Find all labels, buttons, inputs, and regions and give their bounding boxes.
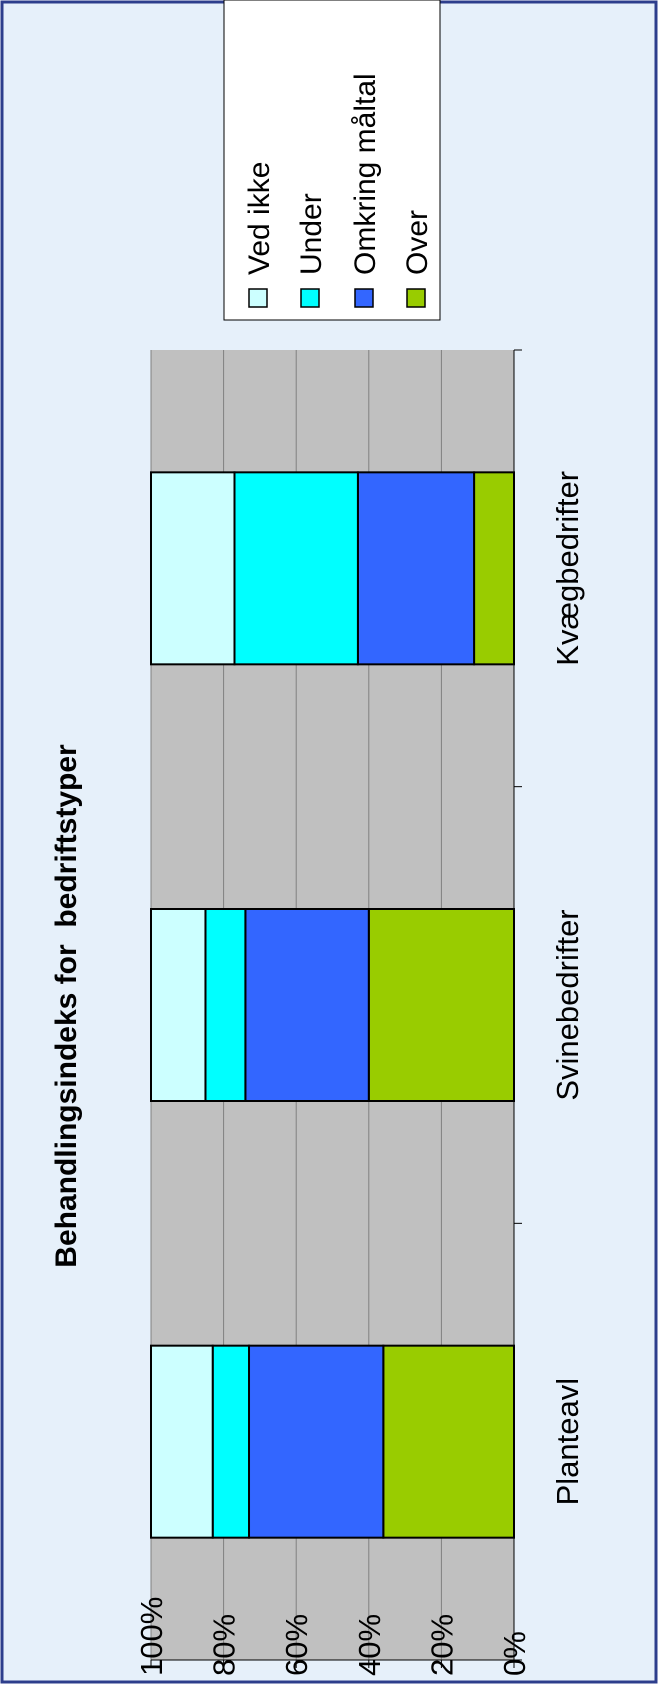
value-tick-label: 100%	[134, 1597, 169, 1676]
bar-segment	[204, 908, 247, 1102]
category-label: Kvægbedrifter	[550, 471, 585, 666]
legend-swatch	[248, 288, 268, 308]
value-tick-label: 80%	[207, 1614, 242, 1676]
bar-segment	[244, 908, 370, 1102]
bar-segment	[248, 1344, 385, 1539]
bar-segment	[150, 471, 236, 666]
bar-segment	[356, 471, 476, 666]
legend-label: Over	[401, 210, 434, 275]
bar-segment	[233, 471, 359, 666]
legend-label: Under	[295, 193, 328, 275]
legend-swatch	[354, 288, 374, 308]
value-tick-label: 0%	[497, 1631, 532, 1676]
bar-layer	[150, 471, 516, 1539]
value-tick-label: 60%	[279, 1614, 314, 1676]
legend-swatch	[406, 288, 426, 308]
label-layer: 0% 20% 40% 60% 80% 100% Planteavl Svinebedrifte…	[50, 471, 585, 1676]
bar-segment	[150, 1344, 214, 1539]
legend-label: Ved ikke	[243, 162, 276, 275]
bar-segment	[473, 471, 516, 666]
value-tick-label: 40%	[352, 1614, 387, 1676]
category-label: Svinebedrifter	[550, 909, 585, 1100]
axes	[150, 349, 522, 1668]
legend-box	[223, 0, 441, 321]
legend-swatch	[300, 288, 320, 308]
bar-segment	[382, 1344, 515, 1539]
chart-title: Behandlingsindeks for bedriftstyper	[50, 744, 83, 1268]
legend: Ved ikke Under Omkring måltal Over	[223, 0, 441, 321]
bar-segment	[211, 1344, 251, 1539]
bar-segment	[150, 908, 207, 1102]
value-tick-label: 20%	[424, 1614, 459, 1676]
bar-segment	[367, 908, 515, 1102]
category-label: Planteavl	[550, 1378, 585, 1506]
legend-label: Omkring måltal	[349, 73, 382, 275]
